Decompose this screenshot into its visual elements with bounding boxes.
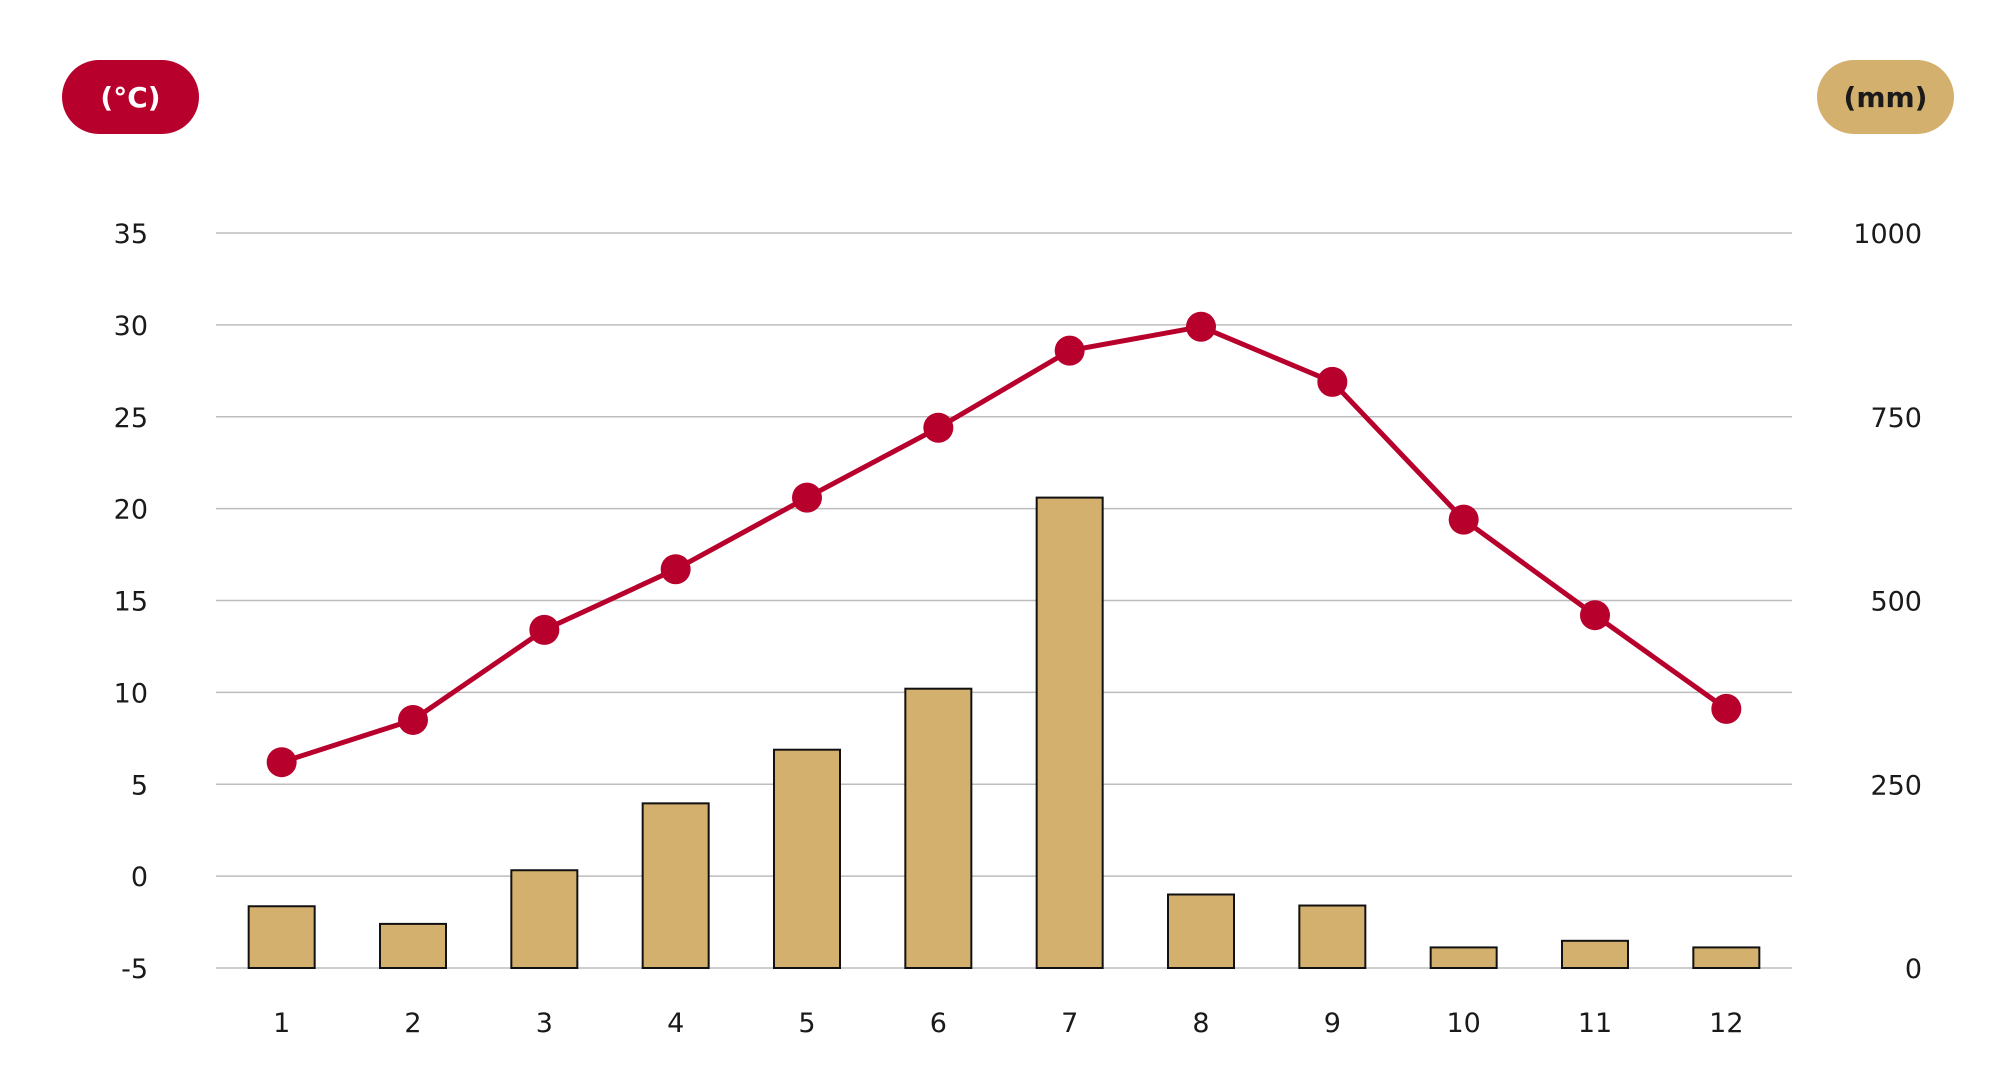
left-axis-tick-label: 0 (131, 862, 148, 893)
left-axis-tick-label: 20 (114, 495, 148, 526)
precipitation-bar (1167, 893, 1235, 969)
temperature-point (923, 412, 954, 443)
temperature-point (1054, 335, 1085, 366)
right-axis-tick-label: 750 (1870, 403, 1922, 434)
right-axis-tick-label: 1000 (1853, 219, 1922, 250)
precipitation-unit-badge: (mm) (1817, 60, 1954, 134)
grid-lines (216, 232, 1792, 969)
temperature-point (266, 747, 297, 778)
temperature-point (398, 704, 428, 735)
x-axis-tick-label: 9 (1324, 1008, 1341, 1039)
temperature-point (1711, 693, 1742, 724)
x-axis-tick-label: 12 (1709, 1008, 1743, 1039)
precipitation-bar (773, 748, 841, 970)
temperature-point (1317, 366, 1348, 397)
x-axis-tick-label: 7 (1061, 1008, 1078, 1039)
precipitation-bar (904, 687, 973, 969)
temperature-point (1186, 311, 1216, 342)
precipitation-bar (1298, 904, 1367, 970)
right-axis-tick-label: 0 (1905, 954, 1922, 985)
temperature-point (1448, 504, 1479, 535)
left-axis-tick-label: 15 (114, 587, 148, 618)
left-axis-tick-label: 5 (131, 770, 148, 801)
precipitation-bar (379, 922, 447, 970)
left-axis-ticks: -5 0 5 10 15 20 25 30 35 (114, 219, 148, 985)
x-axis-tick-label: 8 (1192, 1008, 1209, 1039)
left-axis-tick-label: 10 (114, 678, 148, 709)
x-axis-tick-label: 1 (273, 1008, 290, 1039)
left-axis-tick-label: 35 (114, 219, 148, 250)
right-axis-ticks: 0 250 500 750 1000 (1853, 219, 1922, 985)
right-axis-tick-label: 250 (1870, 770, 1922, 801)
precipitation-bars (247, 496, 1761, 970)
left-axis-tick-label: -5 (121, 954, 148, 985)
precipitation-bar (510, 869, 579, 969)
temperature-line (266, 311, 1742, 778)
precipitation-bar (247, 905, 316, 970)
x-axis-tick-label: 3 (536, 1008, 553, 1039)
temperature-line-path (280, 324, 1728, 765)
precipitation-bar (1035, 496, 1104, 969)
left-axis-tick-label: 30 (114, 311, 148, 342)
right-axis-tick-label: 500 (1870, 587, 1922, 618)
temperature-unit-badge: (°C) (62, 60, 199, 134)
x-axis-tick-label: 11 (1578, 1008, 1612, 1039)
precipitation-bar (1692, 946, 1761, 969)
precipitation-bar (1561, 939, 1629, 969)
temperature-point (1580, 600, 1610, 631)
temperature-point (529, 614, 560, 645)
x-axis-tick-label: 5 (798, 1008, 815, 1039)
temperature-point (660, 554, 691, 585)
x-axis-tick-label: 6 (930, 1008, 947, 1039)
left-axis-tick-label: 25 (114, 403, 148, 434)
temperature-point (792, 482, 822, 513)
x-axis-tick-label: 4 (667, 1008, 684, 1039)
precipitation-bar (1429, 946, 1498, 969)
precipitation-bar (641, 802, 710, 969)
x-axis-ticks: 1 2 3 4 5 6 7 8 9 10 11 12 (273, 1008, 1743, 1039)
x-axis-tick-label: 10 (1446, 1008, 1480, 1039)
x-axis-tick-label: 2 (404, 1008, 421, 1039)
